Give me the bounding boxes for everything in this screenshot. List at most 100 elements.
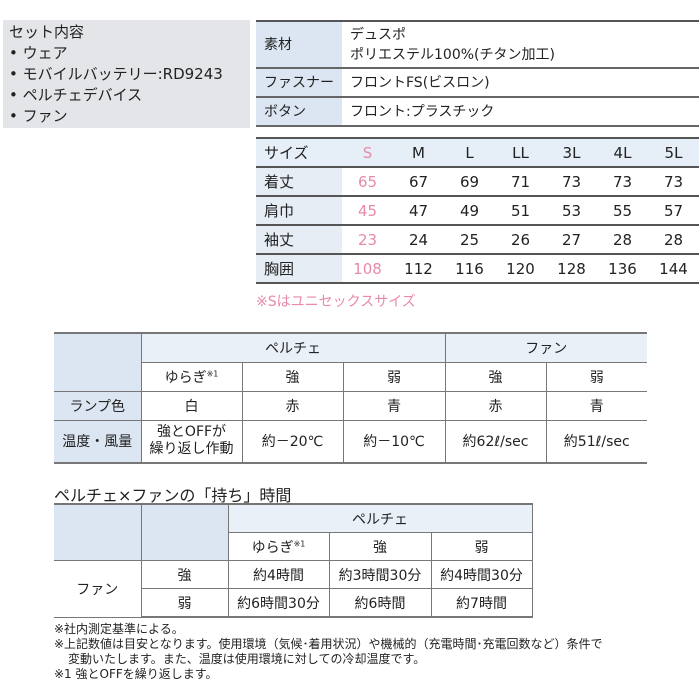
spec-value-line: ポリエステル100%(チタン加工) (350, 46, 555, 63)
duration-group-peltier: ペルチェ (227, 503, 533, 533)
size-col: S (342, 138, 393, 168)
perf-temp: 強とOFFが 繰り返し作動 (140, 420, 243, 464)
size-col: LL (495, 138, 546, 168)
perf-mode: 弱 (342, 362, 446, 392)
size-value: 53 (546, 196, 597, 226)
perf-group-peltier: ペルチェ (140, 332, 446, 363)
set-item: • ファン (9, 107, 68, 125)
size-col: 5L (648, 138, 699, 168)
duration-value: 約7時間 (430, 588, 533, 618)
duration-mode: 強 (328, 532, 432, 561)
perf-lamp: 白 (140, 391, 243, 421)
spec-label: ボタン (256, 97, 342, 127)
size-col: M (393, 138, 444, 168)
size-value: 49 (444, 196, 495, 226)
perf-temp-row: 温度・風量 強とOFFが 繰り返し作動 約－20℃ 約－10℃ 約62ℓ/sec … (54, 420, 647, 464)
duration-value: 約4時間30分 (430, 560, 533, 589)
spec-label: 素材 (256, 21, 342, 69)
size-value: 73 (597, 167, 648, 197)
spec-row-button: ボタン フロント:プラスチック (256, 97, 699, 127)
size-value: 47 (393, 196, 444, 226)
size-row-label: 肩巾 (256, 196, 342, 226)
perf-temp: 約62ℓ/sec (444, 420, 547, 464)
size-row: 着丈 65 67 69 71 73 73 73 (256, 167, 699, 197)
size-value: 28 (597, 225, 648, 255)
size-col: L (444, 138, 495, 168)
size-header-row: サイズ S M L LL 3L 4L 5L (256, 138, 699, 168)
footnotes: ※社内測定基準による。 ※上記数値は目安となります。使用環境（気候･着用状況）や… (54, 622, 603, 682)
size-value: 51 (495, 196, 546, 226)
perf-group-fan: ファン (444, 332, 647, 363)
size-value: 28 (648, 225, 699, 255)
duration-table: ペルチェ ゆらぎ※1 強 弱 ファン 強 約4時間 約3時間30分 約4時間30… (54, 503, 533, 618)
size-value: 67 (393, 167, 444, 197)
perf-lamp: 赤 (444, 391, 547, 421)
size-value: 55 (597, 196, 648, 226)
size-value: 136 (597, 254, 648, 284)
size-row-label: 着丈 (256, 167, 342, 197)
size-value: 25 (444, 225, 495, 255)
perf-lamp: 青 (342, 391, 446, 421)
size-value: 71 (495, 167, 546, 197)
perf-temp: 約－20℃ (241, 420, 344, 464)
duration-mode: 弱 (430, 532, 533, 561)
size-value: 112 (393, 254, 444, 284)
duration-row: ファン 強 約4時間 約3時間30分 約4時間30分 (54, 560, 533, 618)
duration-mode: ゆらぎ※1 (227, 532, 330, 561)
duration-corner (54, 503, 142, 561)
perf-temp-label: 温度・風量 (54, 420, 142, 464)
spec-value: フロント:プラスチック (342, 97, 699, 127)
set-item: • ペルチェデバイス (9, 86, 143, 104)
duration-group-row: ペルチェ (54, 503, 533, 561)
perf-mode: 強 (444, 362, 547, 392)
size-row: 袖丈 23 24 25 26 27 28 28 (256, 225, 699, 255)
size-table: サイズ S M L LL 3L 4L 5L 着丈 65 67 69 71 73 73 73 肩巾… (256, 137, 699, 284)
footnote: ※1 強とOFFを繰り返します。 (54, 667, 218, 681)
set-contents-title: セット内容 (9, 23, 85, 41)
set-item: • ウェア (9, 44, 68, 62)
perf-lamp-label: ランプ色 (54, 391, 142, 421)
set-item: • モバイルバッテリー:RD9243 (9, 65, 223, 83)
spec-label: ファスナー (256, 68, 342, 98)
size-value: 116 (444, 254, 495, 284)
set-contents-box: セット内容 • ウェア • モバイルバッテリー:RD9243 • ペルチェデバイ… (3, 20, 250, 128)
perf-corner (54, 332, 142, 392)
spec-value: デュスポ ポリエステル100%(チタン加工) (342, 21, 699, 69)
performance-table: ペルチェ ファン ゆらぎ※1 強 弱 強 弱 ランプ色 白 赤 青 赤 青 温度… (54, 332, 647, 464)
spec-value: フロントFS(ビスロン) (342, 68, 699, 98)
size-row: 胸囲 108 112 116 120 128 136 144 (256, 254, 699, 284)
size-header-label: サイズ (256, 138, 342, 168)
size-value: 45 (342, 196, 393, 226)
size-value: 108 (342, 254, 393, 284)
duration-row-label: 弱 (140, 588, 229, 618)
footnote: ※社内測定基準による。 (54, 622, 184, 636)
duration-value: 約3時間30分 (328, 560, 432, 589)
size-value: 69 (444, 167, 495, 197)
size-col: 3L (546, 138, 597, 168)
size-value: 23 (342, 225, 393, 255)
size-value: 144 (648, 254, 699, 284)
duration-row: 弱 約6時間30分 約6時間 約7時間 (54, 588, 533, 618)
perf-mode: 弱 (545, 362, 647, 392)
size-value: 128 (546, 254, 597, 284)
duration-value: 約6時間 (328, 588, 432, 618)
perf-mode: 強 (241, 362, 344, 392)
size-value: 73 (648, 167, 699, 197)
perf-lamp: 赤 (241, 391, 344, 421)
perf-lamp-row: ランプ色 白 赤 青 赤 青 (54, 391, 647, 421)
perf-mode-row: ゆらぎ※1 強 弱 強 弱 (54, 362, 647, 392)
size-value: 73 (546, 167, 597, 197)
duration-value: 約4時間 (227, 560, 330, 589)
perf-temp: 約－10℃ (342, 420, 446, 464)
size-value: 57 (648, 196, 699, 226)
duration-row-label: 強 (140, 560, 229, 589)
perf-group-row: ペルチェ ファン (54, 332, 647, 392)
size-value: 26 (495, 225, 546, 255)
size-value: 24 (393, 225, 444, 255)
spec-row-material: 素材 デュスポ ポリエステル100%(チタン加工) (256, 21, 699, 69)
size-col: 4L (597, 138, 648, 168)
footnote: 変動いたします。また、温度は使用環境に対しての冷却温度です。 (68, 652, 426, 666)
duration-corner (140, 503, 229, 561)
perf-mode: ゆらぎ※1 (141, 362, 243, 392)
